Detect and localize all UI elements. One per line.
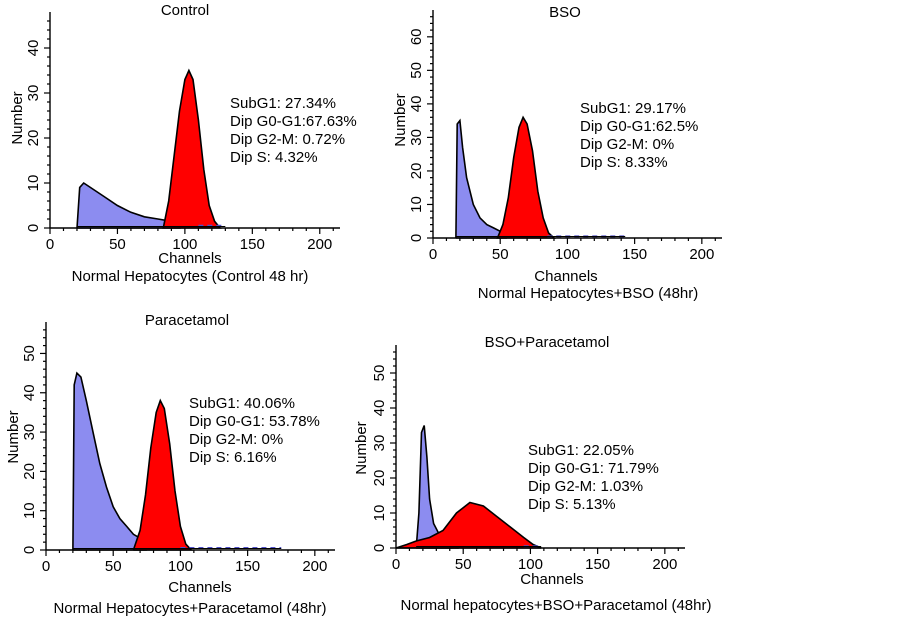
- x-tick-label: 150: [585, 556, 610, 573]
- stats-annotation-line: Dip S: 8.33%: [580, 154, 668, 171]
- x-tick-label: 150: [240, 236, 265, 253]
- y-tick-label: 10: [25, 175, 42, 192]
- chart-title: Control: [161, 2, 209, 19]
- y-tick-label: 50: [371, 365, 388, 382]
- chart-caption: Normal Hepatocytes+Paracetamol (48hr): [53, 600, 326, 617]
- stats-annotation-line: Dip G2-M: 1.03%: [528, 478, 643, 495]
- y-tick-label: 20: [25, 130, 42, 147]
- y-tick-label: 10: [408, 196, 425, 213]
- x-tick-label: 0: [392, 556, 400, 573]
- stats-annotation-line: Dip S: 6.16%: [189, 449, 277, 466]
- stats-annotation-line: Dip S: 5.13%: [528, 496, 616, 513]
- y-tick-label: 0: [371, 544, 388, 552]
- x-tick-label: 100: [518, 556, 543, 573]
- chart-title: BSO: [549, 4, 581, 21]
- y-axis-title: Number: [5, 410, 22, 463]
- series-g0g1-area-2: [496, 115, 557, 239]
- chart-panel-3: 0 50 100 150 200 0 10 20 30 40 50 Paracetamol Channe…: [5, 312, 335, 617]
- stats-annotation-line: SubG1: 40.06%: [189, 395, 295, 412]
- chart-title: Paracetamol: [145, 312, 229, 329]
- y-tick-label: 40: [408, 96, 425, 113]
- x-tick-label: 0: [429, 246, 437, 263]
- y-tick-label: 20: [371, 470, 388, 487]
- y-tick-label: 0: [25, 224, 42, 232]
- y-tick-label: 40: [25, 40, 42, 57]
- x-tick-label: 200: [307, 236, 332, 253]
- stats-annotation-line: SubG1: 29.17%: [580, 100, 686, 117]
- x-tick-label: 100: [555, 246, 580, 263]
- chart-panel-1: 0 50 100 150 200 0 10 20 30 40 Control Channels Numb…: [9, 2, 357, 285]
- y-tick-label: 60: [408, 28, 425, 45]
- y-tick-label: 20: [21, 463, 38, 480]
- x-tick-label: 150: [622, 246, 647, 263]
- x-tick-label: 0: [46, 236, 54, 253]
- stats-annotation-line: Dip S: 4.32%: [230, 149, 318, 166]
- chart-panel-4: 0 50 100 150 200 0 10 20 30 40 50 BSO+Paracetamol Ch…: [353, 334, 711, 614]
- x-tick-label: 150: [235, 558, 260, 575]
- chart-panel-2: 0 50 100 150 200 0 10 20 30 40 50 60 BSO Channels Numb…: [392, 4, 722, 302]
- stats-annotation-line: SubG1: 27.34%: [230, 95, 336, 112]
- y-tick-label: 0: [21, 546, 38, 554]
- y-tick-label: 30: [408, 129, 425, 146]
- y-axis-title: Number: [9, 91, 26, 144]
- y-tick-label: 30: [371, 435, 388, 452]
- chart-title: BSO+Paracetamol: [485, 334, 610, 351]
- x-tick-label: 200: [689, 246, 714, 263]
- y-tick-label: 50: [21, 345, 38, 362]
- x-axis-title: Channels: [520, 571, 583, 588]
- x-tick-label: 50: [109, 236, 126, 253]
- x-axis-title: Channels: [168, 579, 231, 596]
- y-tick-label: 20: [408, 163, 425, 180]
- x-axis-title: Channels: [158, 250, 221, 267]
- x-tick-label: 50: [492, 246, 509, 263]
- y-tick-label: 30: [21, 424, 38, 441]
- y-tick-label: 0: [408, 234, 425, 242]
- x-tick-label: 50: [105, 558, 122, 575]
- stats-annotation-line: Dip G0-G1: 53.78%: [189, 413, 320, 430]
- chart-caption: Normal Hepatocytes (Control 48 hr): [72, 268, 309, 285]
- x-tick-label: 200: [652, 556, 677, 573]
- series-subg1-area-3: [72, 371, 148, 551]
- stats-annotation-line: Dip G0-G1:67.63%: [230, 113, 357, 130]
- y-tick-label: 30: [25, 85, 42, 102]
- chart-caption: Normal Hepatocytes+BSO (48hr): [478, 285, 699, 302]
- stats-annotation-line: Dip G0-G1:62.5%: [580, 118, 698, 135]
- series-subg1-area-2: [455, 118, 508, 239]
- stats-annotation-line: Dip G2-M: 0%: [189, 431, 283, 448]
- y-tick-label: 10: [371, 505, 388, 522]
- chart-caption: Normal hepatocytes+BSO+Paracetamol (48hr…: [401, 597, 712, 614]
- stats-annotation-line: Dip G2-M: 0%: [580, 136, 674, 153]
- series-g0g1-area-1: [162, 68, 222, 229]
- x-tick-label: 100: [168, 558, 193, 575]
- y-axis-title: Number: [392, 93, 409, 146]
- stats-annotation-line: SubG1: 22.05%: [528, 442, 634, 459]
- stats-annotation-line: Dip G0-G1: 71.79%: [528, 460, 659, 477]
- stats-annotation-line: Dip G2-M: 0.72%: [230, 131, 345, 148]
- y-tick-label: 10: [21, 502, 38, 519]
- y-tick-label: 40: [21, 384, 38, 401]
- y-tick-label: 40: [371, 400, 388, 417]
- series-g0g1-area-3: [132, 398, 194, 551]
- x-tick-label: 50: [455, 556, 472, 573]
- x-tick-label: 200: [302, 558, 327, 575]
- x-axis-title: Channels: [534, 268, 597, 285]
- y-axis-title: Number: [353, 421, 370, 474]
- x-tick-label: 0: [42, 558, 50, 575]
- x-tick-label: 100: [172, 236, 197, 253]
- y-tick-label: 50: [408, 62, 425, 79]
